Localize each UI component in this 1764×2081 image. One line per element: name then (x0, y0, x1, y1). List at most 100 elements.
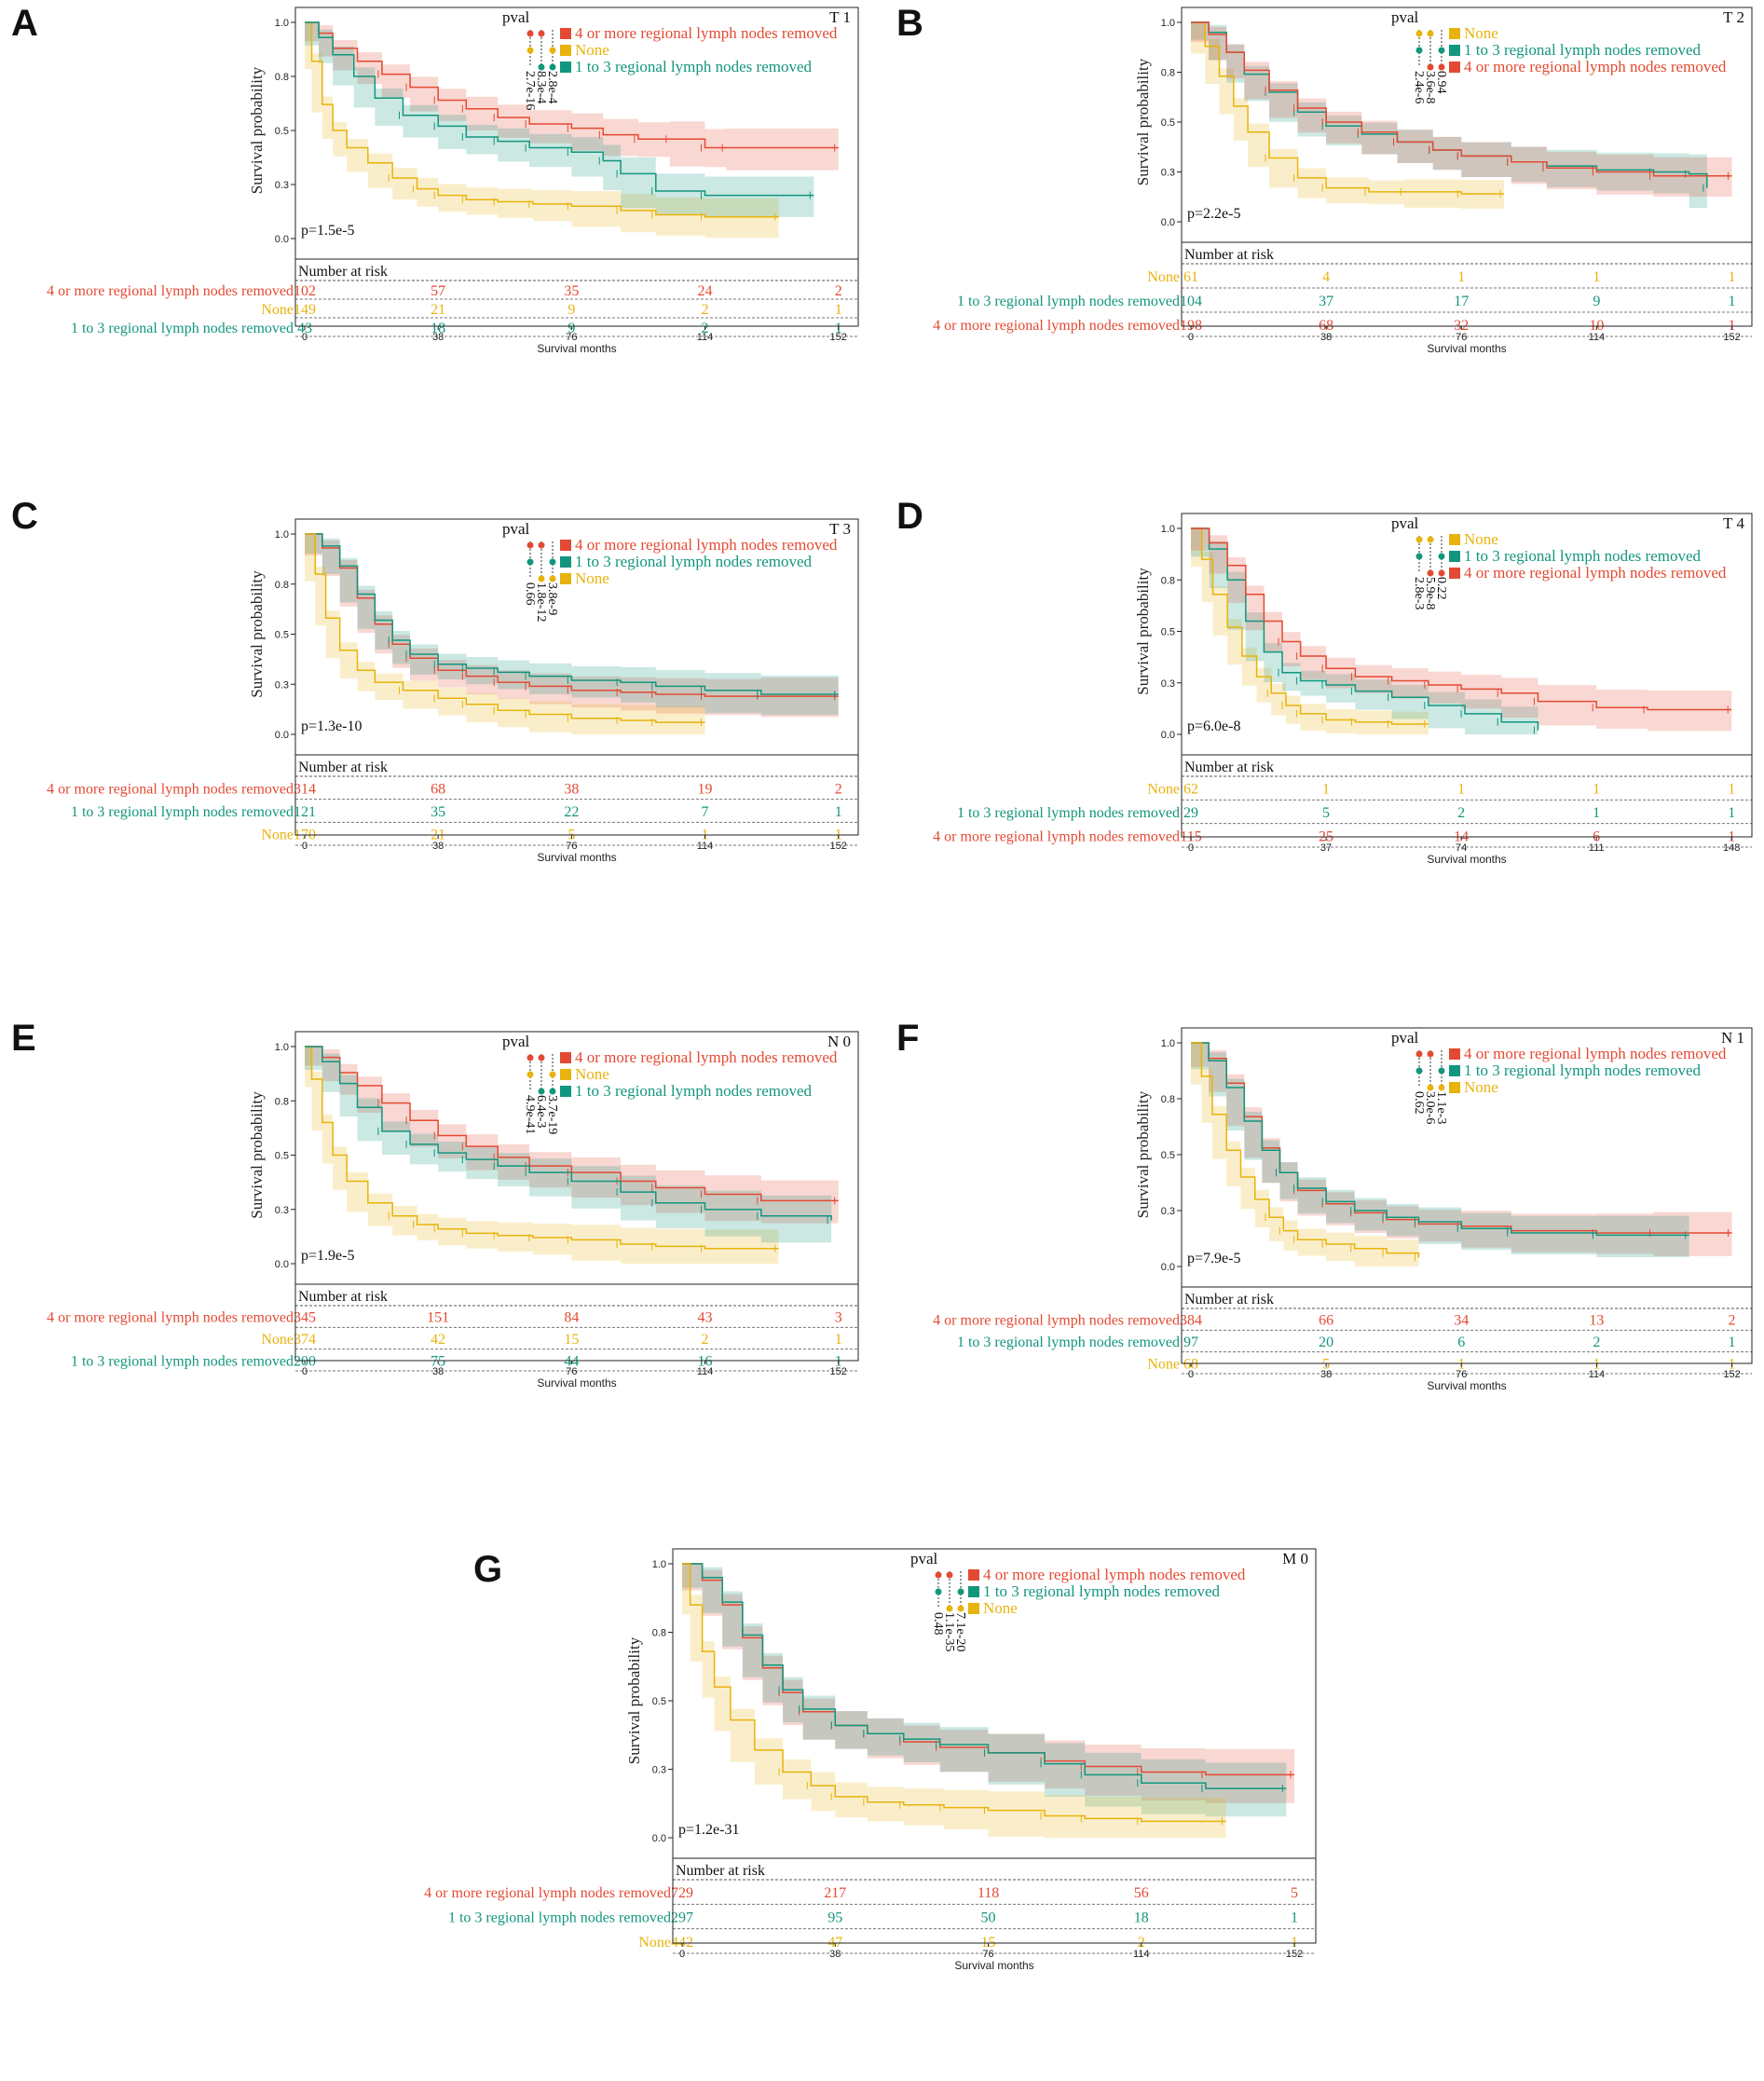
risk-count: 729 (671, 1885, 693, 1901)
x-axis-label: Survival months (954, 1959, 1033, 1972)
y-tick-label: 0.3 (275, 180, 289, 191)
y-tick-label: 0.8 (652, 1628, 666, 1639)
pair-dot (1415, 30, 1423, 37)
pairwise-pvalue: 0.62 (1412, 1091, 1426, 1115)
risk-row-label: None (638, 1935, 671, 1951)
survival-curve-yellow (305, 1046, 779, 1250)
y-tick-label: 0.5 (275, 1151, 289, 1162)
pairwise-pvalue: 2.7e-16 (523, 71, 537, 110)
pair-dot (538, 541, 545, 549)
panel-G: G 0.0 0.3 0.5 0.8 1.0 Survival probability p=1.… (424, 1548, 1317, 1972)
risk-table-frame (1181, 754, 1753, 838)
legend-entry: None (575, 1065, 609, 1083)
risk-count: 2 (1729, 1313, 1736, 1329)
pair-dot (538, 30, 545, 37)
risk-count: 62 (1183, 782, 1198, 798)
pair-dot (935, 1571, 942, 1579)
survival-curve-red (1191, 21, 1732, 177)
pval-label: pval (502, 8, 530, 26)
legend-swatch (560, 1069, 571, 1080)
pairwise-pvalue: 0.22 (1434, 577, 1448, 600)
risk-count: 1 (1728, 805, 1735, 821)
x-tick-label: 74 (1456, 842, 1467, 854)
pvalue-text: p=6.0e-8 (1187, 719, 1240, 734)
legend-entry: 1 to 3 regional lymph nodes removed (1464, 41, 1702, 59)
pair-dot (526, 541, 534, 549)
risk-count: 1 (1291, 1935, 1298, 1951)
x-tick-label: 0 (1188, 1369, 1194, 1380)
legend-entry: 1 to 3 regional lymph nodes removed (575, 553, 813, 570)
pair-dot (946, 1571, 953, 1579)
panel-label: D (896, 496, 923, 537)
pairwise-pvalue: 7.1e-20 (953, 1612, 967, 1651)
y-tick-label: 0.8 (275, 1096, 289, 1107)
risk-count: 20 (1319, 1335, 1333, 1350)
pair-dot (1427, 63, 1434, 71)
x-tick-label: 0 (679, 1949, 685, 1960)
y-tick-label: 1.0 (275, 1042, 289, 1053)
x-tick-label: 76 (1456, 1369, 1467, 1380)
risk-row-label: None (1147, 269, 1180, 285)
risk-count: 374 (294, 1332, 316, 1348)
legend-entry: None (1464, 1078, 1498, 1096)
x-tick-label: 0 (302, 841, 308, 852)
legend-swatch (1449, 551, 1460, 562)
risk-count: 13 (1589, 1313, 1604, 1329)
legend-entry: 4 or more regional lymph nodes removed (575, 536, 838, 554)
legend-swatch (560, 62, 571, 73)
y-tick-label: 0.5 (275, 630, 289, 641)
legend-swatch (1449, 1082, 1460, 1093)
survival-curve-yellow (682, 1563, 1226, 1823)
pairwise-pvalue: 2.8e-4 (545, 71, 559, 103)
risk-count: 1 (1593, 269, 1600, 285)
legend-swatch (560, 45, 571, 56)
risk-count: 43 (698, 1310, 713, 1326)
y-tick-label: 0.8 (1161, 1094, 1175, 1105)
survival-curve-green (1191, 527, 1539, 731)
risk-count: 6 (1457, 1335, 1465, 1350)
subgroup-label: N 1 (1721, 1029, 1744, 1047)
x-tick-label: 114 (697, 841, 714, 852)
panel-B: B 0.0 0.3 0.5 0.8 1.0 Survival probability p=2.… (896, 3, 1753, 355)
x-tick-label: 76 (982, 1949, 993, 1960)
risk-count: 9 (567, 302, 575, 318)
y-axis-label: Survival probability (248, 1091, 266, 1219)
pair-dot (538, 63, 545, 71)
legend-entry: 1 to 3 regional lymph nodes removed (575, 1082, 813, 1100)
legend-entry: 4 or more regional lymph nodes removed (1464, 1045, 1727, 1062)
y-tick-label: 0.0 (275, 1259, 289, 1270)
y-tick-label: 0.5 (1161, 117, 1175, 129)
risk-count: 1 (835, 302, 842, 318)
pair-dot (1438, 1084, 1445, 1091)
legend-entry: 1 to 3 regional lymph nodes removed (1464, 547, 1702, 565)
y-tick-label: 1.0 (652, 1559, 666, 1570)
risk-count: 1 (1593, 782, 1600, 798)
y-axis-label: Survival probability (1134, 1090, 1152, 1218)
pair-dot (1427, 1084, 1434, 1091)
pvalue-text: p=1.3e-10 (301, 719, 362, 734)
legend-swatch (560, 556, 571, 568)
pair-dot (526, 1071, 534, 1078)
x-tick-label: 152 (1723, 332, 1740, 343)
risk-count: 1 (835, 1332, 842, 1348)
subgroup-label: T 2 (1723, 8, 1744, 26)
panel-E: E 0.0 0.3 0.5 0.8 1.0 Survival probability p=1.… (11, 1018, 859, 1390)
x-tick-label: 38 (1320, 332, 1332, 343)
risk-count: 1 (1457, 782, 1465, 798)
survival-curve-yellow (305, 533, 705, 723)
risk-table-frame (294, 754, 859, 836)
risk-row-label: 1 to 3 regional lymph nodes removed (71, 321, 294, 336)
pair-dot (1438, 47, 1445, 54)
legend-entry: None (575, 569, 609, 587)
risk-count: 21 (431, 302, 445, 318)
x-axis-label: Survival months (1427, 853, 1506, 866)
survival-curve-green (1191, 1042, 1689, 1237)
pairwise-pvalue: 4.9e-41 (523, 1095, 537, 1134)
x-tick-label: 152 (830, 841, 847, 852)
risk-count: 38 (564, 781, 579, 797)
subgroup-label: T 3 (829, 520, 851, 538)
ci-band-red (682, 1564, 1295, 1803)
y-tick-label: 0.3 (1161, 168, 1175, 179)
risk-row-label: None (261, 828, 294, 843)
legend-entry: None (983, 1599, 1018, 1617)
